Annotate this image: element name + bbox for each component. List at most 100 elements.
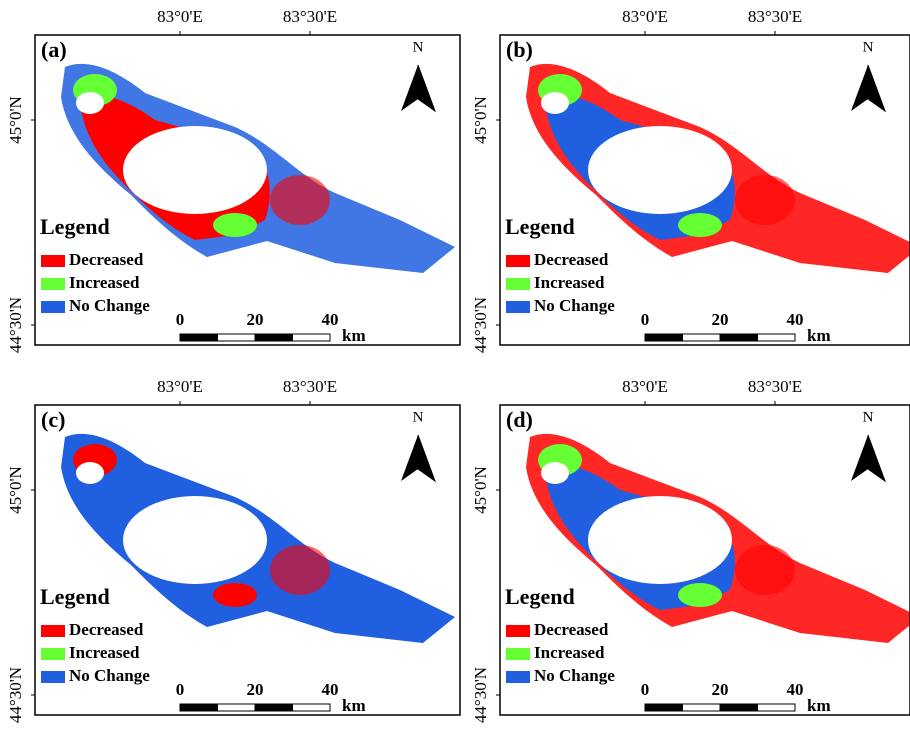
scale-label: 40 — [322, 680, 339, 699]
scale-segment — [254, 703, 293, 712]
north-arrow — [867, 434, 887, 483]
panel-label: (b) — [506, 37, 533, 62]
scale-label: 0 — [641, 680, 650, 699]
lake — [541, 92, 569, 114]
north-arrow — [417, 64, 437, 113]
longitude-label: 83°0'E — [157, 377, 203, 396]
longitude-label: 83°30'E — [283, 377, 337, 396]
map-region — [270, 175, 330, 225]
legend-label: Increased — [534, 273, 605, 292]
legend-label: No Change — [69, 296, 150, 315]
panel-label: (c) — [41, 407, 65, 432]
map-region — [678, 583, 722, 607]
longitude-label: 83°0'E — [622, 7, 668, 26]
legend-swatch — [41, 255, 65, 267]
scale-label: 0 — [176, 310, 185, 329]
legend-title: Legend — [40, 584, 110, 609]
lake — [588, 126, 732, 214]
scale-segment — [179, 703, 218, 712]
scale-unit: km — [807, 326, 831, 345]
panel-label: (a) — [41, 37, 67, 62]
scale-label: 20 — [712, 310, 729, 329]
north-arrow — [851, 435, 868, 481]
legend-label: Decreased — [534, 250, 609, 269]
map-region — [213, 583, 257, 607]
map-panel: (b) 83°0'E 83°30'E 45°0'N 44°30'N N Legend Decr… — [471, 7, 910, 353]
north-arrow — [417, 434, 437, 483]
latitude-label: 44°30'N — [471, 297, 490, 353]
north-label: N — [413, 409, 424, 425]
map-region — [270, 545, 330, 595]
scale-unit: km — [342, 696, 366, 715]
map-frame — [499, 34, 910, 346]
scale-label: 20 — [247, 310, 264, 329]
scale-segment — [292, 333, 331, 342]
scale-label: 20 — [712, 680, 729, 699]
map-panel: (c) 83°0'E 83°30'E 45°0'N 44°30'N N Legend Decr… — [6, 377, 461, 723]
scale-segment — [254, 333, 293, 342]
latitude-label: 45°0'N — [6, 466, 25, 514]
lake — [123, 496, 267, 584]
scale-label: 40 — [787, 310, 804, 329]
legend-label: No Change — [534, 296, 615, 315]
legend-title: Legend — [40, 214, 110, 239]
longitude-label: 83°30'E — [748, 7, 802, 26]
map-panel: (a) 83°0'E 83°30'E 45°0'N 44°30'N N Legend Decr… — [6, 7, 461, 353]
legend-label: Decreased — [69, 250, 144, 269]
map-region — [678, 213, 722, 237]
legend-swatch — [41, 671, 65, 683]
scale-segment — [292, 703, 331, 712]
north-arrow — [867, 64, 887, 113]
map-frame — [34, 34, 461, 346]
legend-swatch — [41, 278, 65, 290]
longitude-label: 83°30'E — [748, 377, 802, 396]
legend-label: No Change — [534, 666, 615, 685]
scale-unit: km — [807, 696, 831, 715]
scale-segment — [217, 333, 256, 342]
legend-title: Legend — [505, 584, 575, 609]
north-arrow — [401, 65, 418, 111]
scale-label: 40 — [322, 310, 339, 329]
scale-unit: km — [342, 326, 366, 345]
latitude-label: 45°0'N — [471, 466, 490, 514]
lake — [541, 462, 569, 484]
scale-segment — [179, 333, 218, 342]
legend-swatch — [506, 625, 530, 637]
lake — [123, 126, 267, 214]
map-frame — [499, 404, 910, 716]
scale-segment — [757, 703, 796, 712]
legend-swatch — [506, 301, 530, 313]
legend-label: Decreased — [534, 620, 609, 639]
scale-segment — [719, 333, 758, 342]
lake — [76, 462, 104, 484]
legend-swatch — [41, 648, 65, 660]
longitude-label: 83°0'E — [622, 377, 668, 396]
legend-swatch — [41, 301, 65, 313]
scale-label: 0 — [176, 680, 185, 699]
longitude-label: 83°30'E — [283, 7, 337, 26]
scale-segment — [217, 703, 256, 712]
latitude-label: 45°0'N — [6, 96, 25, 144]
scale-segment — [682, 333, 721, 342]
scale-segment — [757, 333, 796, 342]
legend-label: Increased — [69, 273, 140, 292]
legend-title: Legend — [505, 214, 575, 239]
scale-segment — [682, 703, 721, 712]
scale-segment — [719, 703, 758, 712]
map-region — [735, 175, 795, 225]
north-label: N — [863, 409, 874, 425]
scale-label: 20 — [247, 680, 264, 699]
legend-swatch — [506, 255, 530, 267]
latitude-label: 44°30'N — [471, 667, 490, 723]
scale-label: 0 — [641, 310, 650, 329]
north-label: N — [863, 39, 874, 55]
lake — [588, 496, 732, 584]
latitude-label: 45°0'N — [471, 96, 490, 144]
legend-swatch — [506, 648, 530, 660]
north-arrow — [851, 65, 868, 111]
latitude-label: 44°30'N — [6, 297, 25, 353]
map-region — [213, 213, 257, 237]
scale-segment — [644, 703, 683, 712]
legend-swatch — [506, 671, 530, 683]
